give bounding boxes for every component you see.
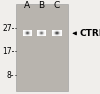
Text: 8-: 8-	[7, 71, 14, 80]
Text: 27-: 27-	[2, 24, 14, 33]
Text: C: C	[53, 1, 60, 10]
Text: A: A	[24, 1, 30, 10]
Text: B: B	[38, 1, 45, 10]
Text: 17-: 17-	[2, 47, 14, 56]
Text: CTRP7: CTRP7	[79, 29, 100, 38]
Bar	[16, 4, 68, 91]
